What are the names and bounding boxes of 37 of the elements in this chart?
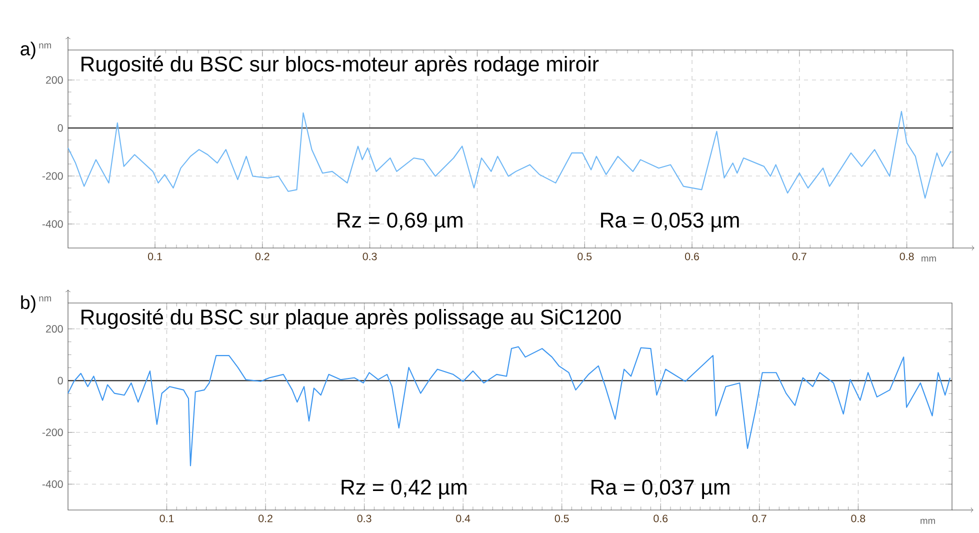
x-tick-label: 0.1 [148,252,162,260]
annotation: Ra = 0,037 µm [592,480,730,499]
y-tick-label: -400 [42,220,63,228]
x-tick-label: 0.2 [255,252,270,260]
x-tick-label: 0.6 [685,252,699,260]
y-tick-label: -200 [42,172,63,180]
chart-title: Rugosité du BSC sur blocs-moteur après rodage miroir [82,56,599,76]
line-series [67,346,951,466]
text: b) [21,295,36,313]
x-tick-label: 0.3 [362,252,377,260]
x-tick-label: 0.8 [900,252,914,260]
y-axis-title: nm [39,43,51,48]
x-tick-label: 0.4 [456,514,470,522]
annotation: Rz = 0,42 µm [342,480,466,499]
x-axis-title: mm [922,256,936,262]
x-tick-label: 0.2 [258,514,272,522]
annotation: Ra = 0,053 µm [601,212,739,232]
x-tick-label: 0.7 [792,252,806,260]
y-tick-label: 200 [46,76,63,84]
y-tick-label: 0 [58,376,63,384]
x-tick-label: 0.3 [357,514,372,522]
x-tick-label: 0.6 [654,514,668,522]
annotation: Rz = 0,69 µm [338,212,462,232]
x-axis-title: mm [920,518,935,524]
y-tick-label: 0 [58,124,63,132]
x-tick-label: 0.7 [752,514,766,522]
x-tick-label: 0.1 [160,514,174,522]
x-tick-label: 0.5 [554,514,569,522]
y-tick-label: -200 [42,428,63,436]
y-axis-title: nm [39,296,51,302]
x-tick-label: 0.8 [851,514,866,522]
text: a) [20,42,36,60]
line-series [67,110,952,199]
chart-title: Rugosité du BSC sur plaque après polissage au SiC1200 [82,308,621,329]
y-tick-label: -400 [42,480,63,488]
x-tick-label: 0.5 [578,252,592,260]
y-tick-label: 200 [46,325,63,333]
